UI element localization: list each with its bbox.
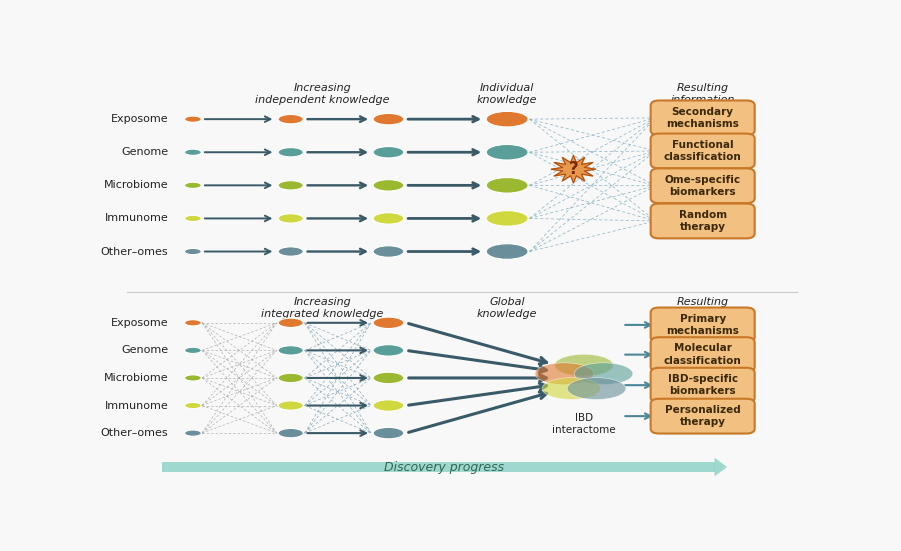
Text: Microbiome: Microbiome xyxy=(104,373,168,383)
Ellipse shape xyxy=(555,354,614,376)
FancyBboxPatch shape xyxy=(651,203,755,239)
Text: Immunome: Immunome xyxy=(105,401,168,410)
Polygon shape xyxy=(161,462,714,472)
FancyBboxPatch shape xyxy=(651,169,755,203)
Text: Primary
mechanisms: Primary mechanisms xyxy=(666,314,739,336)
Ellipse shape xyxy=(185,430,201,436)
Ellipse shape xyxy=(487,111,528,127)
Ellipse shape xyxy=(487,244,528,260)
Ellipse shape xyxy=(185,402,201,409)
FancyBboxPatch shape xyxy=(651,307,755,342)
FancyBboxPatch shape xyxy=(651,100,755,136)
Text: Functional
classification: Functional classification xyxy=(664,140,742,162)
Ellipse shape xyxy=(373,400,404,411)
Text: Discovery progress: Discovery progress xyxy=(384,461,505,473)
Ellipse shape xyxy=(185,116,201,122)
FancyBboxPatch shape xyxy=(651,399,755,434)
Ellipse shape xyxy=(542,377,601,399)
Ellipse shape xyxy=(487,144,528,160)
Ellipse shape xyxy=(373,213,404,224)
Ellipse shape xyxy=(373,180,404,191)
Ellipse shape xyxy=(278,115,304,124)
Text: Personalized
therapy: Personalized therapy xyxy=(665,405,741,428)
Text: Increasing
integrated knowledge: Increasing integrated knowledge xyxy=(261,298,383,319)
Ellipse shape xyxy=(373,147,404,158)
Ellipse shape xyxy=(574,363,633,385)
Ellipse shape xyxy=(373,114,404,125)
Text: Molecular
classification: Molecular classification xyxy=(664,343,742,366)
Ellipse shape xyxy=(278,429,304,438)
Text: IBD-specific
biomarkers: IBD-specific biomarkers xyxy=(668,374,738,396)
Ellipse shape xyxy=(373,345,404,356)
Ellipse shape xyxy=(278,181,304,190)
Ellipse shape xyxy=(185,375,201,381)
Ellipse shape xyxy=(185,215,201,222)
Ellipse shape xyxy=(185,249,201,255)
Ellipse shape xyxy=(185,347,201,354)
Text: Ome-specific
biomarkers: Ome-specific biomarkers xyxy=(665,175,741,197)
Text: Increasing
independent knowledge: Increasing independent knowledge xyxy=(255,83,389,105)
Ellipse shape xyxy=(278,373,304,382)
Text: Individual
knowledge: Individual knowledge xyxy=(477,83,537,105)
Text: Microbiome: Microbiome xyxy=(104,180,168,190)
Text: Secondary
mechanisms: Secondary mechanisms xyxy=(666,107,739,129)
Ellipse shape xyxy=(373,372,404,383)
Ellipse shape xyxy=(373,317,404,328)
Text: Other–omes: Other–omes xyxy=(101,246,168,257)
Ellipse shape xyxy=(535,363,594,385)
Text: Other–omes: Other–omes xyxy=(101,428,168,438)
Text: IBD
interactome: IBD interactome xyxy=(552,413,615,435)
Ellipse shape xyxy=(373,246,404,257)
Text: Immunome: Immunome xyxy=(105,213,168,224)
Text: Genome: Genome xyxy=(122,345,168,355)
FancyBboxPatch shape xyxy=(651,337,755,372)
Ellipse shape xyxy=(278,401,304,410)
Text: Global
knowledge: Global knowledge xyxy=(477,298,537,319)
Text: Resulting
information: Resulting information xyxy=(670,83,735,105)
Ellipse shape xyxy=(278,318,304,327)
FancyBboxPatch shape xyxy=(651,133,755,169)
Polygon shape xyxy=(714,458,727,477)
Ellipse shape xyxy=(278,247,304,256)
Ellipse shape xyxy=(278,345,304,355)
Ellipse shape xyxy=(278,148,304,157)
FancyBboxPatch shape xyxy=(651,368,755,403)
Ellipse shape xyxy=(487,177,528,193)
Text: Exposome: Exposome xyxy=(111,318,168,328)
Text: Resulting
information: Resulting information xyxy=(670,298,735,319)
Ellipse shape xyxy=(487,210,528,226)
Ellipse shape xyxy=(185,320,201,326)
Text: Random
therapy: Random therapy xyxy=(678,210,727,232)
Text: Exposome: Exposome xyxy=(111,114,168,124)
Text: Genome: Genome xyxy=(122,147,168,157)
Text: ?: ? xyxy=(569,160,578,178)
Ellipse shape xyxy=(185,149,201,155)
Polygon shape xyxy=(551,155,596,183)
Ellipse shape xyxy=(278,214,304,223)
Ellipse shape xyxy=(373,428,404,439)
Ellipse shape xyxy=(185,182,201,188)
Ellipse shape xyxy=(568,377,626,399)
